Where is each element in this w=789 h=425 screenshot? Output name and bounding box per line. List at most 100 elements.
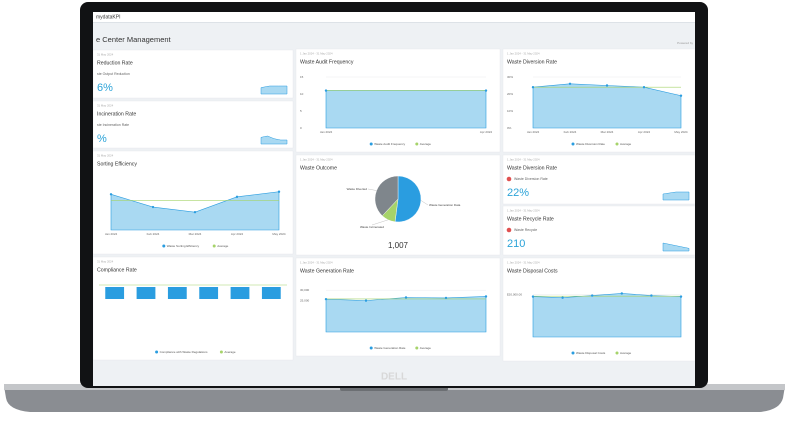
- slice-label: Waste Generation Data: [429, 203, 461, 207]
- widget-date: 31 May 2024: [97, 53, 114, 57]
- point: [679, 94, 683, 97]
- point: [444, 296, 448, 300]
- widget-title: Waste Audit Frequency: [300, 59, 354, 65]
- legend-swatch: [571, 142, 575, 146]
- widget-label: Waste Recycle: [514, 228, 537, 232]
- point: [561, 296, 564, 299]
- x-tick-label: May 2024: [272, 232, 286, 236]
- x-tick-label: Feb 2024: [564, 130, 577, 134]
- legend-label: Average: [217, 244, 228, 248]
- widget: [93, 49, 294, 99]
- bar: [199, 287, 219, 299]
- widget-date: 1 Jan 2024 - 31 May 2024: [300, 52, 333, 56]
- widget-date: 1 Jan 2024 - 31 May 2024: [507, 209, 540, 213]
- powered-by: Powered by: [677, 41, 693, 45]
- legend-label: Waste Diversion Rate: [576, 142, 605, 146]
- point: [404, 296, 408, 299]
- widget-date: 31 May 2024: [97, 260, 114, 264]
- kpi-value: 22%: [507, 187, 529, 199]
- bar: [167, 287, 187, 299]
- kpi-value: 210: [507, 238, 525, 250]
- legend-swatch: [162, 244, 166, 248]
- widget-title: Waste Disposal Costs: [507, 268, 558, 274]
- sparkline: [260, 135, 288, 145]
- bar: [261, 287, 281, 299]
- sparkline: [662, 191, 690, 201]
- legend-label: Average: [620, 351, 631, 355]
- x-tick-label: Apr 2024: [231, 232, 244, 236]
- widget-label: ste Incineration Rate: [97, 123, 129, 127]
- sparkline: [662, 242, 690, 252]
- brand: mydataKPI: [96, 14, 120, 20]
- point: [324, 297, 328, 301]
- y-tick-label: 30,000: [300, 288, 310, 292]
- legend-swatch: [571, 351, 575, 355]
- legend-label: Average: [620, 142, 631, 146]
- slice-label: Waste Incinerated: [360, 225, 384, 229]
- legend-swatch: [219, 350, 223, 354]
- point: [109, 193, 113, 196]
- laptop-base: [4, 386, 785, 412]
- y-tick-label: 5: [300, 109, 302, 113]
- x-tick-label: Mar 2024: [601, 130, 614, 134]
- leader-line: [367, 188, 377, 191]
- top-bar: [93, 12, 695, 22]
- y-tick-label: 30%: [507, 75, 513, 79]
- widget-date: 1 Jan 2024 - 31 May 2024: [507, 158, 540, 162]
- legend-label: Waste Generation Rate: [374, 346, 406, 350]
- legend-swatch: [415, 142, 419, 146]
- point: [531, 295, 535, 298]
- dashboard: mydataKPI e Center Management Powered by…: [93, 12, 695, 362]
- x-tick-label: Jan 2024: [527, 130, 540, 134]
- widget: [93, 256, 294, 361]
- legend-swatch: [615, 142, 619, 146]
- point: [235, 195, 239, 199]
- y-tick-label: 10%: [507, 109, 513, 113]
- logo: DELL: [381, 372, 407, 383]
- widget-date: 1 Jan 2024 - 31 May 2024: [300, 158, 333, 162]
- y-tick-label: $20,000.00: [507, 292, 522, 296]
- point: [484, 295, 488, 298]
- point: [605, 84, 609, 87]
- area: [325, 90, 487, 129]
- legend-label: Average: [420, 142, 431, 146]
- point: [591, 294, 594, 297]
- legend-label: Average: [420, 346, 431, 350]
- widget-title: Incineration Rate: [97, 111, 136, 117]
- y-tick-label: 20%: [507, 92, 513, 96]
- y-tick-label: 25,000: [300, 298, 310, 302]
- point: [193, 210, 197, 214]
- point: [484, 89, 488, 92]
- bar: [105, 287, 125, 299]
- kpi-value: %: [97, 133, 107, 145]
- x-tick-label: Apr 2024: [638, 130, 651, 134]
- sparkline: [260, 85, 288, 95]
- widget-label: ste Output Reduction: [97, 72, 130, 76]
- bar: [136, 287, 156, 299]
- area: [110, 191, 280, 231]
- widget-title: Waste Recycle Rate: [507, 216, 554, 222]
- point: [531, 86, 535, 89]
- x-tick-label: Apr 2024: [480, 130, 493, 134]
- point: [277, 190, 281, 193]
- area: [532, 293, 682, 338]
- legend-label: Average: [224, 350, 235, 354]
- y-tick-label: 0: [300, 126, 302, 130]
- legend-swatch: [615, 351, 619, 355]
- kpi-value: 6%: [97, 82, 113, 94]
- legend-label: Waste Audit Frequency: [374, 142, 405, 146]
- leader-line: [420, 200, 429, 206]
- slice-label: Waste Diverted: [347, 187, 368, 191]
- divider: [93, 22, 695, 23]
- widget-label: Waste Diversion Rate: [514, 177, 548, 181]
- y-tick-label: 10: [300, 92, 304, 96]
- point: [364, 299, 368, 302]
- legend-swatch: [155, 350, 159, 354]
- legend-swatch: [369, 142, 373, 146]
- page-title: e Center Management: [96, 35, 172, 44]
- leader-line: [371, 219, 389, 226]
- widget-date: 31 May 2024: [97, 104, 114, 108]
- pie-slice: [394, 175, 422, 223]
- widget-title: Waste Diversion Rate: [507, 165, 557, 171]
